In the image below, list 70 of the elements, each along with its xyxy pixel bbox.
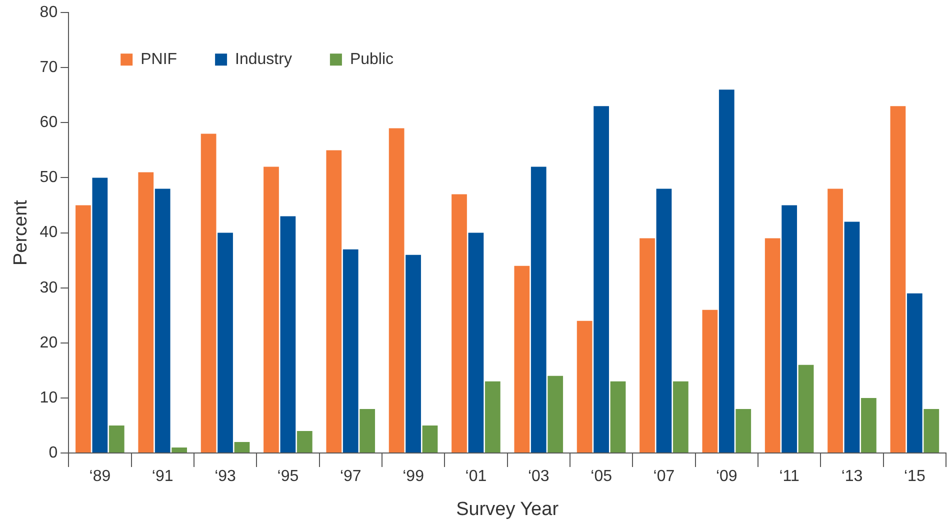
bar bbox=[861, 398, 876, 452]
bar bbox=[514, 266, 530, 452]
bar bbox=[576, 320, 592, 452]
x-axis-title: Survey Year bbox=[456, 498, 560, 520]
bar bbox=[422, 425, 438, 452]
x-tick-label: ‘13 bbox=[841, 468, 863, 486]
x-tick-label: ‘03 bbox=[528, 468, 550, 486]
bar bbox=[342, 249, 358, 452]
bar bbox=[326, 150, 342, 452]
bar bbox=[218, 232, 233, 452]
bar bbox=[452, 194, 467, 452]
bar bbox=[844, 222, 860, 452]
bar bbox=[92, 178, 108, 452]
bar bbox=[530, 166, 546, 452]
bar bbox=[764, 238, 780, 452]
bar bbox=[296, 430, 312, 452]
y-tick-label: 20 bbox=[40, 334, 58, 352]
bar bbox=[890, 106, 906, 452]
bar bbox=[702, 310, 718, 452]
bar bbox=[906, 293, 922, 452]
x-tick-label: ‘11 bbox=[779, 468, 800, 486]
bar bbox=[200, 134, 216, 452]
bar bbox=[138, 172, 154, 452]
y-tick-label: 80 bbox=[40, 4, 58, 22]
bar bbox=[640, 238, 655, 452]
x-tick-label: ‘89 bbox=[89, 468, 111, 486]
legend-label: PNIF bbox=[140, 51, 178, 68]
bar bbox=[172, 447, 188, 452]
bar bbox=[468, 232, 484, 452]
x-tick-label: ‘15 bbox=[904, 468, 926, 486]
bar bbox=[264, 166, 279, 452]
y-tick-label: 0 bbox=[48, 444, 58, 462]
y-tick-label: 30 bbox=[40, 279, 58, 296]
y-tick-label: 40 bbox=[40, 224, 58, 242]
x-tick-label: ‘07 bbox=[653, 468, 675, 486]
x-tick-label: ‘95 bbox=[277, 468, 299, 486]
x-tick-label: ‘01 bbox=[465, 468, 487, 486]
bar bbox=[108, 425, 124, 452]
x-tick-label: ‘05 bbox=[590, 468, 612, 486]
bar bbox=[610, 381, 626, 452]
bar bbox=[594, 106, 609, 452]
bar bbox=[673, 381, 688, 452]
x-tick-label: ‘97 bbox=[340, 468, 362, 486]
y-tick-label: 10 bbox=[40, 389, 58, 406]
bar bbox=[736, 408, 752, 452]
bar bbox=[798, 364, 814, 452]
y-tick-label: 70 bbox=[40, 59, 58, 76]
y-tick-label: 50 bbox=[40, 169, 58, 186]
x-tick-label: ‘93 bbox=[214, 468, 236, 486]
y-tick-label: 60 bbox=[40, 114, 58, 132]
legend-label: Industry bbox=[235, 51, 292, 68]
y-axis-title: Percent bbox=[10, 199, 32, 266]
bar bbox=[406, 254, 421, 452]
x-tick-label: ‘09 bbox=[716, 468, 738, 486]
bar bbox=[828, 188, 843, 452]
x-tick-label: ‘91 bbox=[152, 468, 174, 486]
bar bbox=[484, 381, 500, 452]
legend-label: Public bbox=[350, 51, 394, 68]
x-tick-label: ‘99 bbox=[402, 468, 424, 486]
bar bbox=[360, 408, 376, 452]
bar bbox=[76, 205, 91, 452]
bar bbox=[234, 442, 250, 452]
bar bbox=[154, 188, 170, 452]
bar bbox=[718, 90, 734, 452]
bar bbox=[656, 188, 672, 452]
bar bbox=[388, 128, 404, 452]
bar bbox=[548, 376, 564, 452]
bar bbox=[782, 205, 798, 452]
bar bbox=[924, 408, 940, 452]
bar bbox=[280, 216, 296, 452]
